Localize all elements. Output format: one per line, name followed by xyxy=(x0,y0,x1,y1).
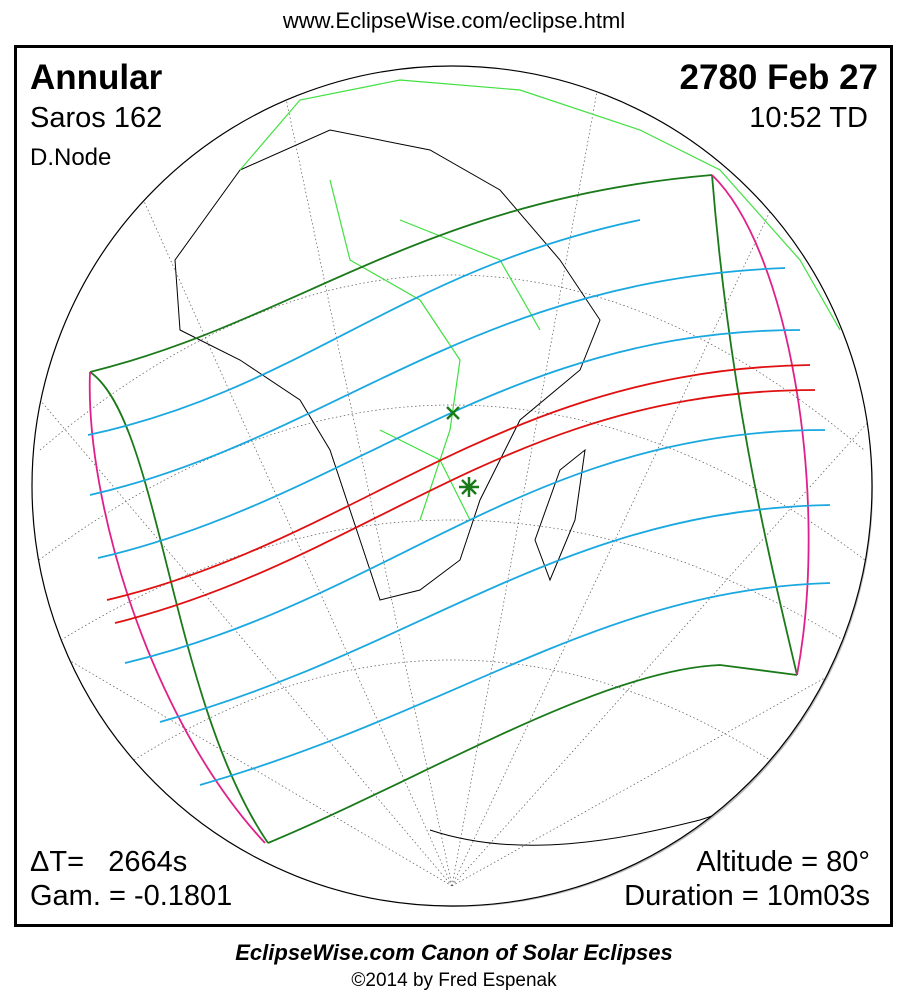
magnitude-line xyxy=(87,219,641,436)
eclipse-type: Annular xyxy=(30,58,163,97)
sunrise-curve xyxy=(88,371,266,844)
delta-t: ΔT= 2664s xyxy=(30,846,188,878)
magnitude-line xyxy=(124,429,826,664)
gamma: Gam. = -0.1801 xyxy=(30,880,233,912)
central-path-north xyxy=(106,364,811,601)
footer-copyright: ©2014 by Fred Espenak xyxy=(351,970,557,991)
globe xyxy=(31,65,873,907)
western-limit xyxy=(89,371,269,844)
magnitude-line xyxy=(89,267,786,496)
magnitude-line xyxy=(199,582,831,786)
southern-limit xyxy=(267,664,798,844)
node: D.Node xyxy=(30,144,112,171)
eclipse-date: 2780 Feb 27 xyxy=(679,58,878,97)
magnitude-line xyxy=(97,329,801,559)
source-url: www.EclipseWise.com/eclipse.html xyxy=(282,8,626,33)
northern-borders xyxy=(239,79,841,331)
star-icon xyxy=(459,477,479,497)
eastern-limit xyxy=(711,174,798,676)
sunset-curve xyxy=(711,174,810,676)
madagascar-outline xyxy=(534,448,586,582)
saros: Saros 162 xyxy=(30,102,163,134)
central-path-south xyxy=(114,389,816,624)
eclipse-time: 10:52 TD xyxy=(749,102,868,134)
magnitude-line xyxy=(159,504,831,723)
duration: Duration = 10m03s xyxy=(624,880,870,912)
footer-title: EclipseWise.com Canon of Solar Eclipses xyxy=(235,940,673,965)
altitude: Altitude = 80° xyxy=(696,846,870,878)
graticule xyxy=(34,69,872,887)
africa-outline xyxy=(174,129,601,601)
northern-limit xyxy=(89,174,713,373)
map-frame xyxy=(14,45,893,927)
antarctica-outline xyxy=(429,799,761,846)
x-icon xyxy=(446,406,460,420)
